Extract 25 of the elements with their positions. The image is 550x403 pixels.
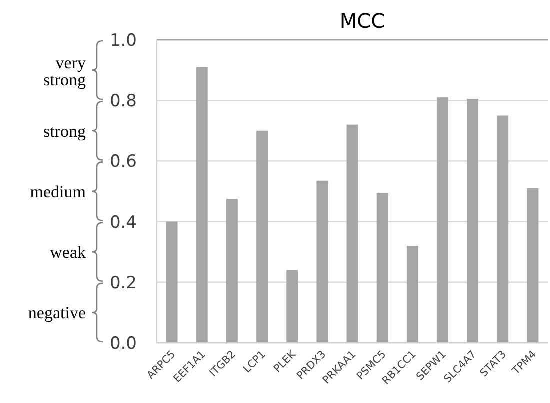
y-tick-label: 0.2 [110, 273, 137, 294]
bar [527, 188, 539, 343]
bar [437, 98, 448, 343]
chart-title: MCC [340, 9, 386, 33]
bar [376, 193, 388, 343]
y-tick-label: 0.8 [110, 92, 137, 112]
bar [497, 116, 509, 343]
y-tick-label: 0.0 [110, 334, 137, 354]
text: negative [28, 304, 86, 323]
y-tick-label: 0.6 [110, 152, 137, 172]
text: weak [50, 243, 86, 262]
text: medium [30, 182, 86, 202]
text: very strong [44, 53, 86, 90]
bar [406, 246, 418, 343]
bar [196, 67, 208, 343]
bar [346, 124, 358, 343]
y-tick-label: 0.4 [110, 212, 137, 233]
bar [316, 180, 328, 343]
bar [256, 130, 268, 343]
bar [467, 99, 479, 343]
bar [166, 222, 178, 343]
y-tick-label: 1.0 [110, 30, 137, 51]
text: strong [44, 122, 86, 141]
bar [226, 199, 238, 343]
bar [286, 270, 298, 343]
